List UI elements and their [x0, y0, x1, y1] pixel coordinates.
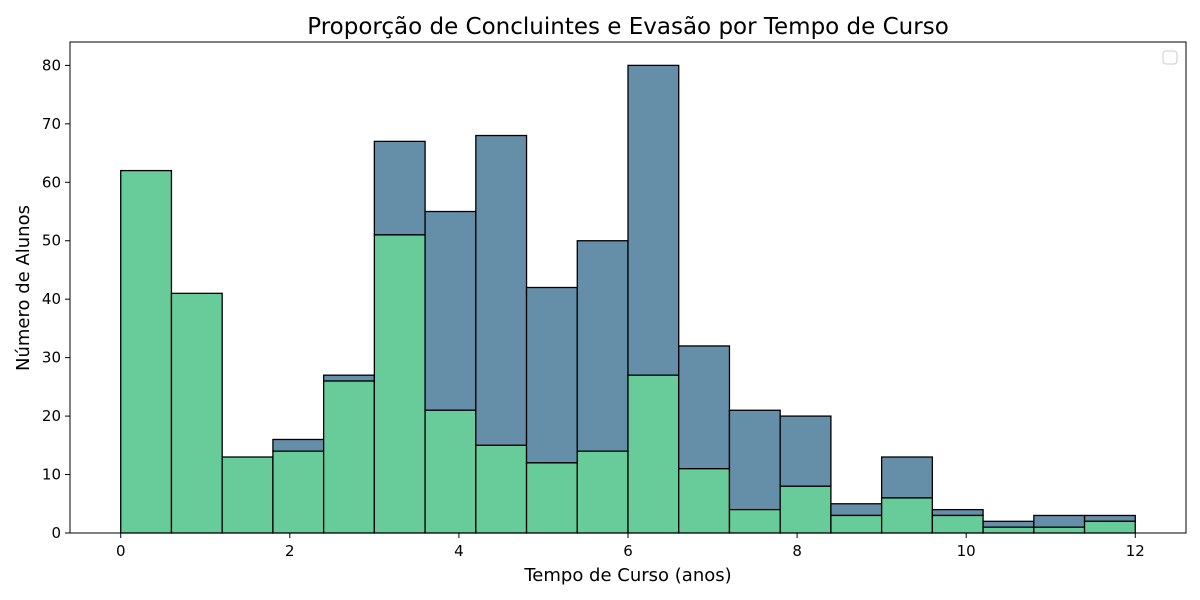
bar-upper-segment: [322, 374, 376, 382]
x-tick-label: 10: [957, 542, 976, 560]
bar-upper-segment: [728, 409, 781, 511]
bar-lower-segment: [830, 514, 883, 534]
bar-upper-segment: [779, 415, 832, 487]
bar-upper-segment: [424, 210, 477, 411]
bar-lower-segment: [424, 409, 477, 534]
x-axis-label: Tempo de Curso (anos): [523, 565, 731, 586]
bar-lower-segment: [322, 380, 376, 534]
bar-upper-segment: [576, 240, 629, 452]
y-tick-label: 70: [42, 115, 61, 133]
chart-title: Proporção de Concluintes e Evasão por Te…: [307, 14, 949, 40]
y-tick-label: 30: [42, 349, 61, 367]
x-axis-ticks: 0 2 4 6 8 10 12: [116, 533, 1145, 560]
bar-upper-segment: [525, 286, 578, 464]
bar-lower-segment: [982, 526, 1035, 534]
y-tick-label: 0: [51, 524, 61, 542]
bar-upper-segment: [272, 438, 325, 452]
x-tick-label: 2: [285, 542, 295, 560]
bar-lower-segment: [779, 485, 832, 534]
bar-upper-segment: [931, 508, 984, 517]
y-axis-label: Número de Alunos: [13, 205, 34, 371]
bar-lower-segment: [272, 450, 325, 534]
bar-lower-segment: [120, 169, 173, 534]
y-tick-label: 80: [42, 56, 61, 74]
bar-lower-segment: [1033, 526, 1086, 534]
bar-upper-segment: [678, 345, 731, 470]
y-axis-ticks: 0 10 20 30 40 50 60 70 80: [42, 56, 70, 542]
bar-lower-segment: [880, 497, 934, 534]
bar-upper-segment: [1083, 514, 1136, 522]
bar-upper-segment: [982, 520, 1035, 528]
bars-group: [120, 64, 1136, 534]
bar-lower-segment: [728, 508, 781, 534]
y-tick-label: 20: [42, 407, 61, 425]
legend-box: [1162, 50, 1178, 65]
bar-lower-segment: [627, 374, 680, 534]
y-tick-label: 10: [42, 466, 61, 484]
bar-lower-segment: [373, 234, 426, 534]
y-tick-label: 60: [42, 173, 61, 191]
y-tick-label: 40: [42, 290, 61, 308]
x-tick-label: 0: [116, 542, 126, 560]
x-tick-label: 8: [792, 542, 802, 560]
x-tick-label: 12: [1126, 542, 1145, 560]
bar-lower-segment: [576, 450, 629, 534]
bar-upper-segment: [1033, 514, 1086, 528]
bar-upper-segment: [373, 140, 426, 236]
y-tick-label: 50: [42, 232, 61, 250]
x-tick-label: 6: [623, 542, 633, 560]
bar-lower-segment: [475, 444, 528, 534]
bar-lower-segment: [931, 514, 984, 534]
bar-lower-segment: [678, 468, 731, 534]
bar-lower-segment: [170, 292, 223, 534]
bar-lower-segment: [221, 456, 274, 534]
bar-upper-segment: [475, 134, 528, 446]
bar-upper-segment: [880, 456, 934, 499]
bar-upper-segment: [830, 503, 883, 517]
bar-lower-segment: [1083, 520, 1136, 534]
bar-upper-segment: [627, 64, 680, 376]
bar-lower-segment: [525, 462, 578, 534]
x-tick-label: 4: [454, 542, 464, 560]
